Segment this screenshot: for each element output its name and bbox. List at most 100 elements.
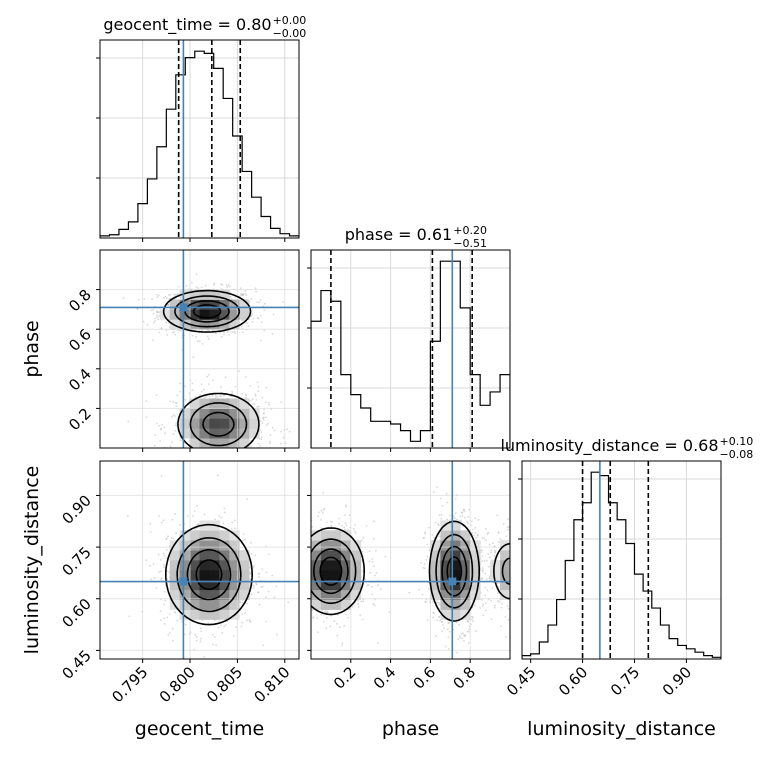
sample-point — [309, 555, 311, 557]
sample-point — [303, 626, 305, 628]
sample-point — [150, 578, 152, 581]
sample-point — [375, 549, 377, 552]
sample-point — [474, 604, 476, 607]
sample-point — [440, 517, 443, 520]
title-upper-error: +0.20 — [453, 224, 487, 237]
density-cell — [311, 560, 322, 571]
sample-point — [151, 298, 154, 301]
sample-point — [215, 644, 218, 647]
sample-point — [195, 273, 198, 275]
sample-point — [441, 504, 444, 507]
sample-point — [344, 522, 347, 525]
density-cell — [169, 299, 180, 310]
sample-point — [172, 401, 174, 404]
sample-point — [516, 568, 518, 570]
sample-point — [165, 548, 168, 551]
sample-point — [203, 513, 206, 516]
sample-point — [302, 592, 304, 594]
sample-point — [306, 574, 308, 576]
sample-point — [518, 569, 520, 571]
sample-point — [247, 325, 250, 327]
density-cell — [229, 589, 240, 600]
density-cell — [229, 530, 240, 541]
density-cell — [169, 579, 180, 591]
sample-point — [511, 577, 513, 579]
sample-point — [289, 634, 291, 636]
sample-point — [372, 603, 375, 605]
sample-point — [287, 553, 289, 555]
density-cell — [179, 609, 190, 620]
sample-point — [197, 287, 200, 290]
sample-point — [257, 442, 260, 445]
sample-point — [282, 436, 285, 439]
sample-point — [354, 524, 357, 526]
sample-point — [153, 576, 156, 579]
sample-point — [432, 611, 435, 614]
sample-point — [526, 544, 528, 546]
density-cell — [500, 569, 510, 581]
density-cell — [330, 579, 342, 591]
density-cell — [440, 599, 451, 610]
sample-point — [136, 307, 139, 310]
sample-point — [446, 501, 449, 504]
sample-point — [324, 611, 326, 613]
sample-point — [156, 451, 158, 453]
sample-point — [296, 555, 298, 557]
sample-point — [250, 315, 253, 318]
sample-point — [225, 284, 228, 286]
sample-point — [158, 515, 161, 517]
sample-point — [341, 524, 343, 527]
sample-point — [218, 515, 221, 517]
sample-point — [373, 520, 375, 523]
sample-point — [223, 333, 226, 336]
sample-point — [224, 376, 227, 379]
sample-point — [195, 335, 198, 338]
density-cell — [179, 309, 190, 320]
density-cell — [470, 550, 481, 561]
sample-point — [217, 467, 219, 469]
density-cell — [239, 589, 250, 600]
sample-point — [511, 596, 513, 598]
density-cell — [209, 609, 220, 620]
sample-point — [199, 640, 202, 643]
sample-point — [259, 299, 262, 301]
density-cell — [500, 579, 510, 591]
sample-point — [514, 561, 516, 563]
density-cell — [209, 309, 220, 320]
sample-point — [256, 406, 259, 408]
density-cell — [179, 589, 190, 600]
sample-point — [533, 573, 535, 575]
sample-point — [447, 648, 450, 650]
sample-point — [446, 518, 448, 521]
sample-point — [221, 631, 224, 634]
sample-point — [467, 522, 469, 524]
density-cell — [209, 540, 220, 551]
density-cell — [239, 299, 250, 310]
density-cell — [179, 408, 190, 419]
sample-point — [260, 431, 263, 433]
density-cell — [189, 589, 200, 600]
density-cell — [239, 569, 250, 581]
sample-point — [244, 611, 246, 614]
sample-point — [194, 633, 197, 636]
sample-point — [524, 535, 526, 537]
density-cell — [229, 550, 240, 561]
sample-point — [367, 584, 370, 586]
sample-point — [423, 536, 426, 539]
sample-point — [179, 524, 182, 526]
sample-point — [259, 420, 262, 423]
sample-point — [475, 630, 477, 632]
sample-point — [511, 575, 513, 577]
sample-point — [525, 536, 527, 538]
sample-point — [440, 620, 443, 623]
density-cell — [450, 569, 461, 581]
sample-point — [329, 625, 332, 628]
density-cell — [440, 560, 451, 571]
sample-point — [518, 560, 520, 562]
sample-point — [170, 537, 173, 540]
sample-point — [511, 560, 513, 562]
sample-point — [519, 581, 521, 583]
sample-point — [240, 625, 243, 628]
sample-point — [273, 429, 276, 432]
sample-point — [246, 498, 248, 500]
